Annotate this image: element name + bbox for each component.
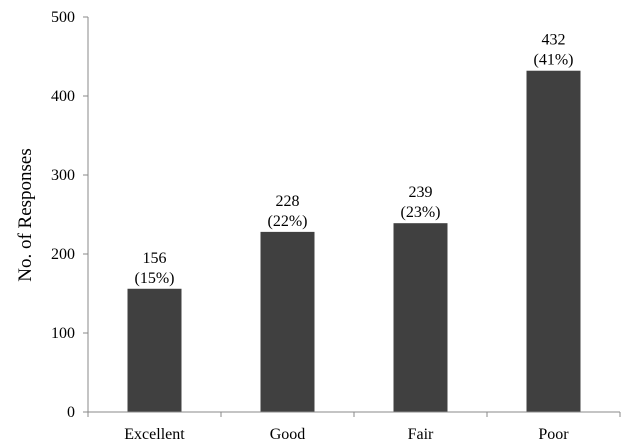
x-category-label: Fair: [408, 426, 434, 443]
x-category-label: Poor: [538, 426, 569, 443]
y-tick-label: 400: [51, 88, 75, 105]
data-label-percent: (23%): [401, 204, 441, 221]
data-label-percent: (41%): [534, 52, 574, 69]
x-axis-ticks: Excellent Good Fair Poor: [87, 412, 621, 443]
bar-excellent: [127, 288, 182, 412]
y-tick-label: 100: [51, 325, 75, 342]
y-tick-label: 300: [51, 167, 75, 184]
y-axis-ticks: 0 100 200 300 400 500: [51, 9, 88, 421]
data-labels: 156 (15%) 228 (22%) 239 (23%) 432 (41%): [135, 32, 574, 287]
bar-fair: [393, 223, 448, 412]
data-label-count: 228: [276, 193, 300, 210]
y-tick-label: 0: [67, 404, 75, 421]
bar-good: [260, 231, 315, 412]
data-label-percent: (15%): [135, 270, 175, 287]
data-label-count: 239: [409, 184, 433, 201]
data-label-count: 156: [143, 250, 167, 267]
bar-poor: [526, 70, 581, 412]
bars: [127, 70, 581, 412]
data-label-count: 432: [542, 32, 566, 49]
y-tick-label: 200: [51, 246, 75, 263]
data-label-percent: (22%): [268, 213, 308, 230]
x-category-label: Excellent: [124, 426, 185, 443]
x-category-label: Good: [270, 426, 306, 443]
y-tick-label: 500: [51, 9, 75, 26]
y-axis-title: No. of Responses: [15, 148, 36, 282]
